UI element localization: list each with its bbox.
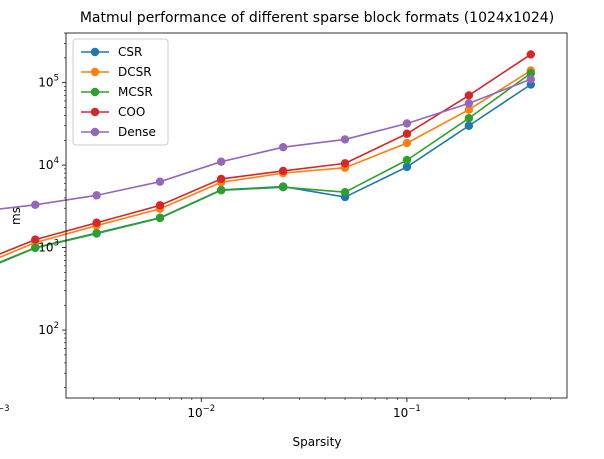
series-mcsr [0,69,535,264]
data-point-dcsr [464,105,474,114]
data-point-coo [526,50,535,59]
y-tick-label: 105 [38,74,59,90]
data-point-dense [464,99,474,108]
legend-label: COO [118,105,145,119]
y-tick-label: 102 [38,321,59,337]
x-tick-label: 10−2 [187,404,215,420]
series-line-mcsr [0,72,532,264]
legend-swatch-marker [90,67,100,77]
y-tick-label: 104 [38,156,59,172]
series-dense [0,75,535,210]
y-axis-label: ms [9,207,23,225]
data-point-coo [92,218,101,227]
data-point-dense [402,119,412,128]
data-point-mcsr [526,69,535,78]
legend-item-dcsr: DCSR [81,65,152,79]
series-line-coo [0,53,532,255]
legend-label: Dense [118,125,156,139]
data-point-dense [526,75,535,84]
legend-label: DCSR [118,65,152,79]
legend-label: MCSR [118,85,153,99]
data-point-csr [402,162,412,172]
legend-swatch-marker [90,127,100,137]
x-tick-label: 10−3 [0,404,9,420]
data-point-mcsr [464,114,474,123]
data-point-csr [464,121,474,130]
data-point-dense [92,191,101,200]
data-point-coo [155,201,165,210]
data-point-dense [31,200,40,210]
data-point-coo [31,235,40,244]
data-point-mcsr [31,243,40,253]
data-point-mcsr [155,213,165,223]
legend-item-csr: CSR [81,45,142,59]
legend-swatch-marker [90,47,100,57]
chart-title: Matmul performance of different sparse b… [80,10,554,26]
data-point-mcsr [278,182,288,192]
series-line-dense [0,78,532,210]
legend-swatch-marker [90,87,100,97]
plot-frame [65,32,568,399]
data-point-coo [464,91,474,100]
data-point-dense [216,157,226,166]
data-point-mcsr [340,187,350,197]
series-coo [0,50,535,255]
legend-item-dense: Dense [81,125,156,139]
legend-box [72,38,169,146]
legend-item-coo: COO [81,105,145,119]
legend-item-mcsr: MCSR [81,85,153,99]
data-point-dense [278,142,288,152]
series-line-dcsr [0,69,532,259]
data-point-coo [402,129,412,138]
y-tick-label: 103 [38,239,59,255]
data-point-mcsr [92,229,101,238]
x-tick-label: 10−1 [393,404,421,420]
data-point-coo [340,159,350,168]
data-point-dense [155,177,165,186]
data-point-mcsr [216,186,226,195]
legend-label: CSR [118,45,142,59]
legend-swatch-marker [90,107,100,117]
data-point-dense [340,135,350,144]
x-axis-label: Sparsity [293,435,342,449]
data-point-coo [278,166,288,176]
data-point-coo [216,174,226,184]
data-point-mcsr [402,155,412,165]
legend: CSR DCSR MCSR COO Dense [72,38,169,146]
data-point-dcsr [402,138,412,148]
